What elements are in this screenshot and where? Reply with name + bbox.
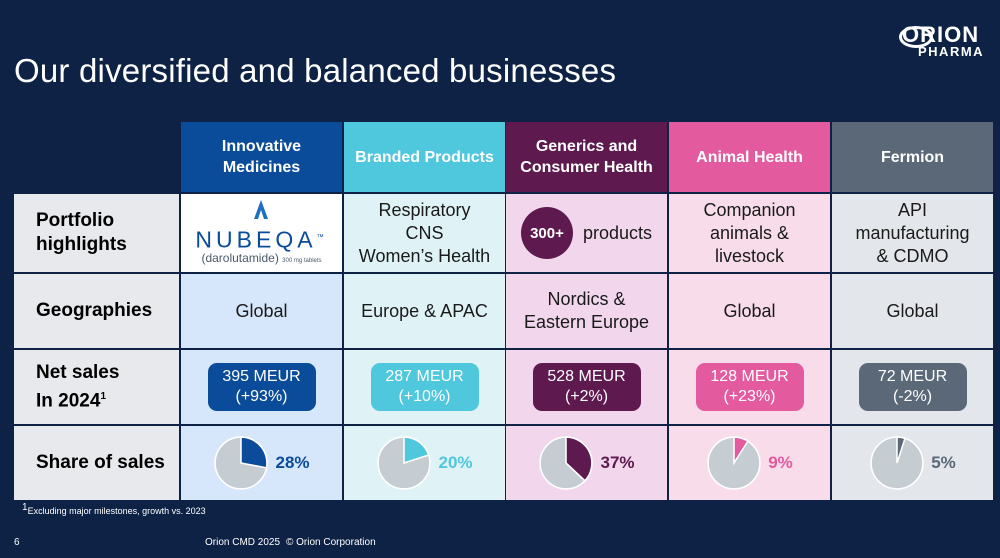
row-label-share: Share of sales: [14, 426, 179, 500]
pie-share-slice: [240, 436, 269, 469]
portfolio-text-4: API manufacturing & CDMO: [855, 199, 970, 266]
share-cell-1: 20%: [344, 426, 505, 500]
net-sales-growth-2: (+2%): [564, 388, 609, 405]
net-sales-value-2: 528 MEUR: [547, 368, 626, 385]
net-sales-growth-1: (+10%): [398, 388, 451, 405]
column-header-3: Animal Health: [669, 122, 830, 192]
nubeqa-brand: NUBEQA: [195, 226, 317, 253]
share-pie-0: [214, 436, 269, 490]
geography-cell-3: Global: [669, 274, 830, 348]
share-label-3: 9%: [768, 453, 793, 472]
nubeqa-tm: ™: [316, 233, 328, 241]
share-label-1: 20%: [438, 453, 473, 472]
pie-share-slice: [733, 436, 750, 466]
geography-text-4: Global: [886, 300, 939, 321]
net-sales-cell-4: 72 MEUR (-2%): [832, 350, 993, 424]
portfolio-cell-1: Respiratory CNS Women’s Health: [344, 194, 505, 272]
footnote-mark: 1: [22, 502, 28, 513]
geography-text-1: Europe & APAC: [361, 300, 488, 321]
share-cell-2: 37%: [506, 426, 667, 500]
footer-event: Orion CMD 2025: [205, 537, 281, 548]
portfolio-text-2: products: [582, 222, 653, 243]
geography-cell-0: Global: [181, 274, 342, 348]
net-sales-value-3: 128 MEUR: [710, 368, 789, 385]
footnote-text: Excluding major milestones, growth vs. 2…: [27, 506, 206, 516]
portfolio-cell-3: Companion animals & livestock: [669, 194, 830, 272]
net-sales-cell-3: 128 MEUR (+23%): [669, 350, 830, 424]
footnote: 1Excluding major milestones, growth vs. …: [22, 502, 206, 516]
column-header-4: Fermion: [832, 122, 993, 192]
share-pie-1: [377, 436, 432, 490]
portfolio-cell-4: API manufacturing & CDMO: [832, 194, 993, 272]
products-count-badge: 300+: [520, 207, 573, 259]
portfolio-text-3: Companion animals & livestock: [703, 199, 796, 266]
row-label-geographies: Geographies: [14, 274, 179, 348]
logo-line2: PHARMA: [918, 44, 985, 59]
portfolio-cell-0: NUBEQA™ (darolutamide) 300 mg tablets: [181, 194, 342, 272]
pie-share-slice: [565, 436, 594, 482]
pie-share-slice: [896, 436, 907, 464]
share-pie-4: [870, 436, 924, 490]
geography-cell-4: Global: [832, 274, 993, 348]
share-label-0: 28%: [275, 453, 310, 472]
portfolio-cell-2: 300+ products: [506, 194, 667, 272]
slide-title: Our diversified and balanced businesses: [14, 52, 617, 89]
net-sales-pill-0: 395 MEUR (+93%): [207, 363, 316, 411]
logo-ring-icon: [899, 26, 933, 48]
net-sales-value-0: 395 MEUR: [222, 368, 301, 385]
share-pie-2: [539, 436, 594, 490]
net-sales-pill-2: 528 MEUR (+2%): [532, 363, 641, 411]
nubeqa-dose: 300 mg tablets: [282, 258, 322, 265]
share-cell-4: 5%: [832, 426, 993, 500]
geography-cell-1: Europe & APAC: [344, 274, 505, 348]
net-sales-cell-2: 528 MEUR (+2%): [506, 350, 667, 424]
page-number: 6: [14, 537, 20, 548]
share-cell-3: 9%: [669, 426, 830, 500]
column-header-0: Innovative Medicines: [181, 122, 342, 192]
share-pie-3: [707, 436, 761, 490]
net-sales-cell-1: 287 MEUR (+10%): [344, 350, 505, 424]
share-cell-0: 28%: [181, 426, 342, 500]
net-sales-growth-3: (+23%): [723, 388, 776, 405]
geography-text-0: Global: [235, 300, 288, 321]
net-sales-growth-4: (-2%): [892, 388, 933, 405]
net-sales-cell-0: 395 MEUR (+93%): [181, 350, 342, 424]
nubeqa-mark-icon: [254, 199, 269, 219]
geography-cell-2: Nordics & Eastern Europe: [506, 274, 667, 348]
footer-copyright: © Orion Corporation: [286, 537, 376, 548]
net-sales-label: Net sales In 2024: [36, 361, 120, 412]
logo-line1: ORION: [902, 22, 980, 47]
net-sales-pill-1: 287 MEUR (+10%): [370, 363, 479, 411]
share-label-4: 5%: [931, 453, 956, 472]
nubeqa-generic: (darolutamide): [201, 251, 279, 266]
net-sales-growth-0: (+93%): [235, 388, 288, 405]
net-sales-footnote-mark: 1: [100, 390, 106, 402]
orion-pharma-logo: ORION PHARMA: [896, 22, 992, 62]
column-header-1: Branded Products: [344, 122, 505, 192]
pie-share-slice: [403, 436, 431, 465]
column-header-2: Generics and Consumer Health: [506, 122, 667, 192]
share-label-2: 37%: [600, 453, 635, 472]
portfolio-text-1: Respiratory CNS Women’s Health: [358, 199, 491, 266]
row-label-portfolio: Portfolio highlights: [14, 194, 179, 272]
row-label-net-sales: Net sales In 20241: [14, 350, 179, 424]
net-sales-pill-4: 72 MEUR (-2%): [858, 363, 967, 411]
net-sales-value-1: 287 MEUR: [385, 368, 464, 385]
geography-text-2: Nordics & Eastern Europe: [523, 289, 650, 332]
net-sales-pill-3: 128 MEUR (+23%): [695, 363, 804, 411]
net-sales-value-4: 72 MEUR: [877, 368, 948, 385]
geography-text-3: Global: [723, 300, 776, 321]
